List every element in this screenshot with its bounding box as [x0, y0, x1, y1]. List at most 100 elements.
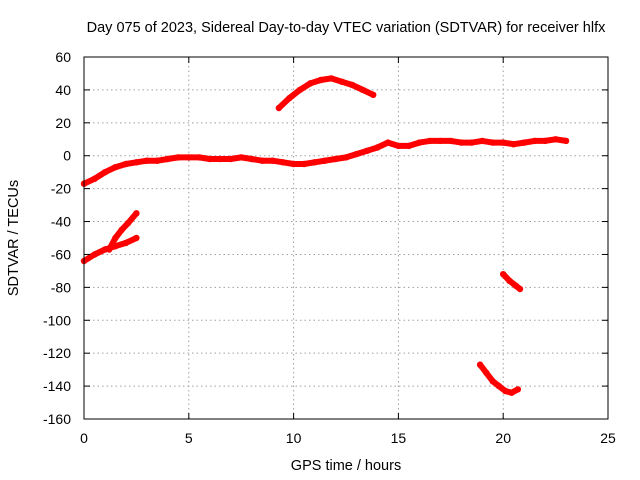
data-point [275, 104, 283, 112]
data-point [416, 139, 423, 146]
data-point [185, 154, 192, 161]
series-line [275, 75, 377, 111]
data-point [311, 159, 318, 166]
data-point [106, 246, 113, 253]
x-tick-label: 20 [495, 430, 511, 446]
y-tick-label: -40 [51, 214, 71, 230]
data-point [154, 157, 161, 164]
data-point [506, 277, 513, 284]
data-point [405, 142, 413, 150]
data-point [514, 386, 522, 393]
x-tick-label: 25 [600, 430, 616, 446]
data-point [133, 159, 140, 166]
data-point [489, 378, 496, 385]
data-point [279, 159, 287, 166]
data-point [118, 226, 125, 233]
x-tick-label: 15 [391, 430, 407, 446]
data-point [238, 154, 245, 161]
data-point [437, 137, 444, 145]
plot-frame [83, 56, 609, 420]
y-tick-label: 20 [55, 115, 71, 131]
data-point [562, 137, 570, 145]
data-point [175, 154, 182, 161]
data-point [300, 160, 308, 168]
data-point [489, 139, 496, 146]
data-point [124, 220, 132, 227]
data-point [328, 75, 335, 82]
data-point [338, 78, 345, 85]
data-point [122, 239, 130, 247]
series-late-short [500, 271, 524, 293]
data-point [217, 155, 224, 163]
data-point [426, 137, 433, 145]
x-axis-label: GPS time / hours [291, 458, 401, 474]
data-point [342, 154, 350, 161]
data-point [133, 234, 140, 242]
data-point [508, 389, 515, 396]
data-point [227, 155, 234, 163]
data-point [374, 144, 381, 151]
data-point [353, 150, 360, 158]
y-tick-label: 0 [63, 148, 71, 164]
chart-title: Day 075 of 2023, Sidereal Day-to-day VTE… [87, 20, 606, 36]
axis-frame [83, 56, 609, 420]
data-point [143, 157, 151, 164]
data-point [296, 86, 304, 94]
data-point [164, 155, 171, 163]
data-point [447, 137, 454, 145]
data-point [541, 137, 549, 145]
y-axis-label: SDTVAR / TECUs [6, 180, 22, 296]
data-point [483, 369, 490, 377]
data-point [552, 136, 559, 143]
data-point [458, 139, 465, 146]
series-upper-arc [275, 75, 377, 112]
x-tick-label: 5 [185, 430, 193, 446]
data-point [500, 139, 507, 146]
data-point [101, 169, 109, 176]
data-point [290, 160, 297, 168]
tick-labels: 0 5 10 15 20 25 60 40 20 0 -20 -40 -60 -80 -100 -120 -14… [43, 49, 616, 446]
data-point [196, 154, 203, 161]
y-tick-label: -80 [51, 279, 71, 295]
series-late-deep [476, 361, 522, 396]
y-tick-label: -140 [43, 378, 71, 394]
data-point [479, 137, 486, 145]
data-series [80, 75, 570, 396]
data-point [476, 361, 484, 368]
y-tick-label: -160 [43, 411, 71, 427]
data-point [133, 210, 140, 217]
data-point [395, 142, 402, 150]
data-point [502, 387, 509, 395]
data-point [112, 164, 119, 171]
series-low-start-upper [106, 210, 140, 253]
data-point [259, 157, 266, 164]
data-point [500, 271, 507, 278]
data-point [363, 147, 371, 154]
data-point [122, 160, 130, 168]
data-point [521, 139, 528, 146]
data-point [468, 139, 475, 146]
data-point [510, 141, 517, 148]
data-point [91, 175, 98, 182]
data-point [112, 234, 119, 242]
x-tick-label: 10 [286, 430, 302, 446]
data-point [359, 86, 366, 94]
data-point [384, 139, 392, 146]
data-point [531, 137, 538, 145]
series-main-trace [80, 136, 570, 187]
data-point [495, 382, 503, 390]
x-tick-label: 0 [80, 430, 88, 446]
data-point [307, 80, 314, 87]
y-tick-label: 40 [55, 82, 71, 98]
y-tick-label: 60 [55, 49, 71, 65]
data-point [370, 91, 377, 99]
y-tick-label: -20 [51, 181, 71, 197]
data-point [269, 157, 276, 164]
data-point [91, 251, 98, 258]
data-point [321, 157, 329, 164]
y-tick-label: -60 [51, 246, 71, 262]
y-tick-label: -120 [43, 345, 71, 361]
data-point [248, 155, 255, 163]
